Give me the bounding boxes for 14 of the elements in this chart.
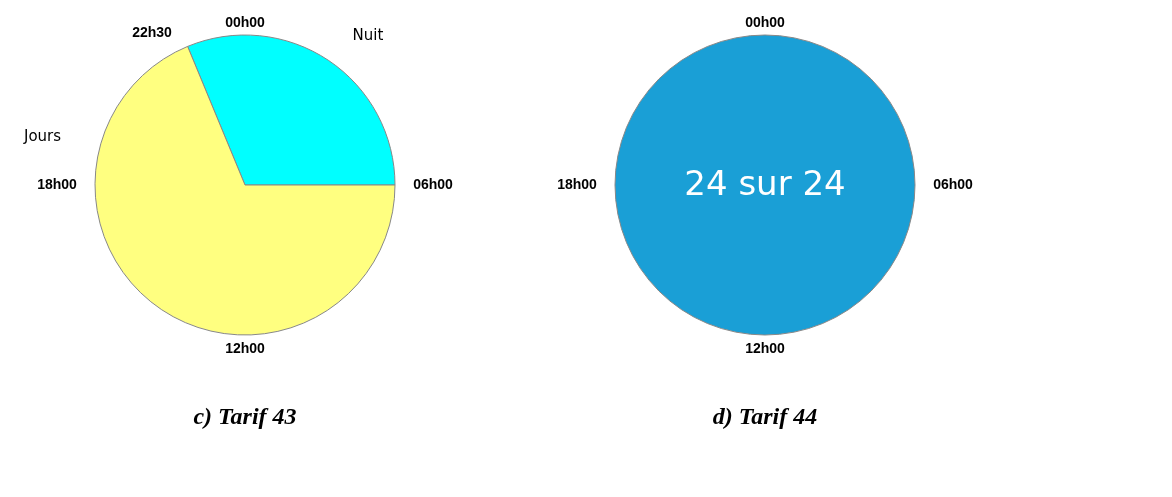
text: c) Tarif 43 xyxy=(193,403,297,429)
text: 18h00 xyxy=(37,176,78,192)
text: 06h00 xyxy=(933,176,974,192)
text: 12h00 xyxy=(745,340,786,356)
text: 12h00 xyxy=(225,340,266,356)
text: 18h00 xyxy=(557,176,598,192)
text: 06h00 xyxy=(413,176,454,192)
text: d) Tarif 44 xyxy=(712,403,818,429)
text: 00h00 xyxy=(745,14,786,30)
slice-label: 24 sur 24 xyxy=(684,163,846,203)
slice-label: Jours xyxy=(22,126,62,145)
slice-label: Nuit xyxy=(352,26,384,44)
text: 00h00 xyxy=(225,14,266,30)
text: 22h30 xyxy=(132,24,173,40)
